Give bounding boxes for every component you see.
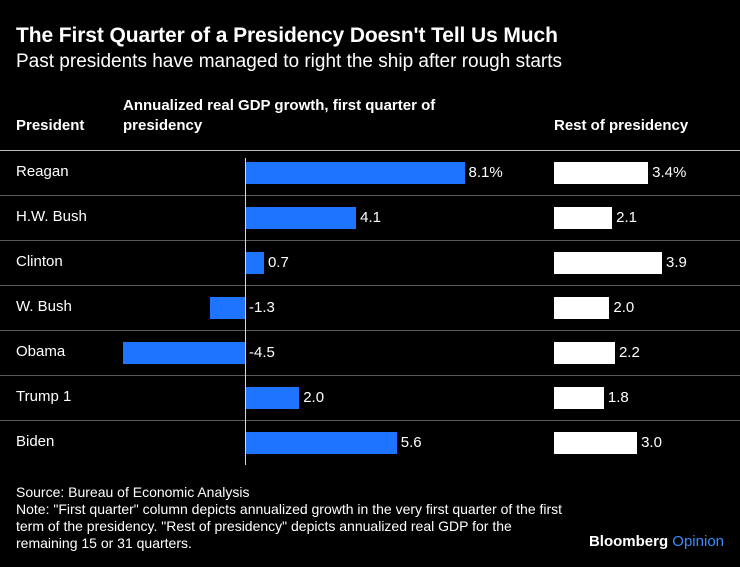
rest-of-presidency-bar: [554, 207, 613, 229]
row-divider: [0, 375, 740, 376]
first-quarter-value: 2.0: [303, 389, 325, 406]
rest-of-presidency-bar: [554, 387, 604, 409]
first-quarter-bar: [209, 297, 245, 319]
rest-of-presidency-bar: [554, 162, 649, 184]
first-quarter-bar: [245, 162, 465, 184]
rest-of-presidency-value: 3.0: [641, 434, 662, 451]
first-quarter-value: -4.5: [249, 344, 275, 361]
rest-of-presidency-bar: [554, 432, 638, 454]
president-name: Trump 1: [16, 388, 72, 405]
president-name: Clinton: [16, 253, 63, 270]
rest-of-presidency-value: 1.8: [607, 389, 629, 406]
first-quarter-bar: [245, 432, 397, 454]
rest-of-presidency-value: 3.9: [666, 254, 687, 271]
first-quarter-value: 4.1: [360, 209, 381, 226]
president-name: Obama: [16, 343, 66, 360]
column-header-rest: Rest of presidency: [554, 117, 689, 134]
rest-of-presidency-bar: [554, 297, 610, 319]
president-name: Biden: [16, 433, 55, 450]
zero-baseline: [245, 158, 246, 465]
column-header-president: President: [16, 117, 85, 134]
first-quarter-bar: [245, 252, 264, 274]
chart-subtitle: Past presidents have managed to right th…: [16, 51, 563, 72]
first-quarter-bar: [123, 342, 245, 364]
row-divider: [0, 240, 740, 241]
rest-of-presidency-bar: [554, 342, 615, 364]
chart-title: The First Quarter of a Presidency Doesn'…: [16, 24, 558, 47]
row-divider: [0, 285, 740, 286]
rest-of-presidency-value: 2.1: [616, 209, 638, 226]
first-quarter-bar: [245, 207, 357, 229]
brand-logo: Bloomberg Opinion: [589, 533, 724, 550]
brand-name: Bloomberg: [588, 533, 669, 550]
president-name: W. Bush: [16, 298, 72, 315]
first-quarter-bar: [245, 387, 300, 409]
president-name: H.W. Bush: [16, 208, 87, 225]
first-quarter-value: 8.1%: [468, 164, 503, 181]
president-name: Reagan: [16, 163, 69, 180]
footer: Source: Bureau of Economic Analysis Note…: [16, 484, 576, 552]
rest-of-presidency-value: 3.4%: [652, 164, 687, 181]
rest-of-presidency-value: 2.2: [618, 344, 640, 361]
note-text: Note: "First quarter" column depicts ann…: [16, 501, 563, 551]
column-header-first-quarter: Annualized real GDP growth, first quarte…: [123, 97, 436, 134]
rest-of-presidency-bar: [554, 252, 663, 274]
source-text: Source: Bureau of Economic Analysis: [16, 484, 250, 500]
first-quarter-value: 0.7: [267, 254, 289, 271]
row-divider: [0, 195, 740, 196]
brand-product: Opinion: [672, 533, 724, 550]
row-divider: [0, 330, 740, 331]
first-quarter-value: 5.6: [400, 434, 422, 451]
first-quarter-value: -1.3: [249, 299, 275, 316]
row-divider: [0, 420, 740, 421]
header-divider: [0, 150, 740, 151]
rest-of-presidency-value: 2.0: [613, 299, 635, 316]
